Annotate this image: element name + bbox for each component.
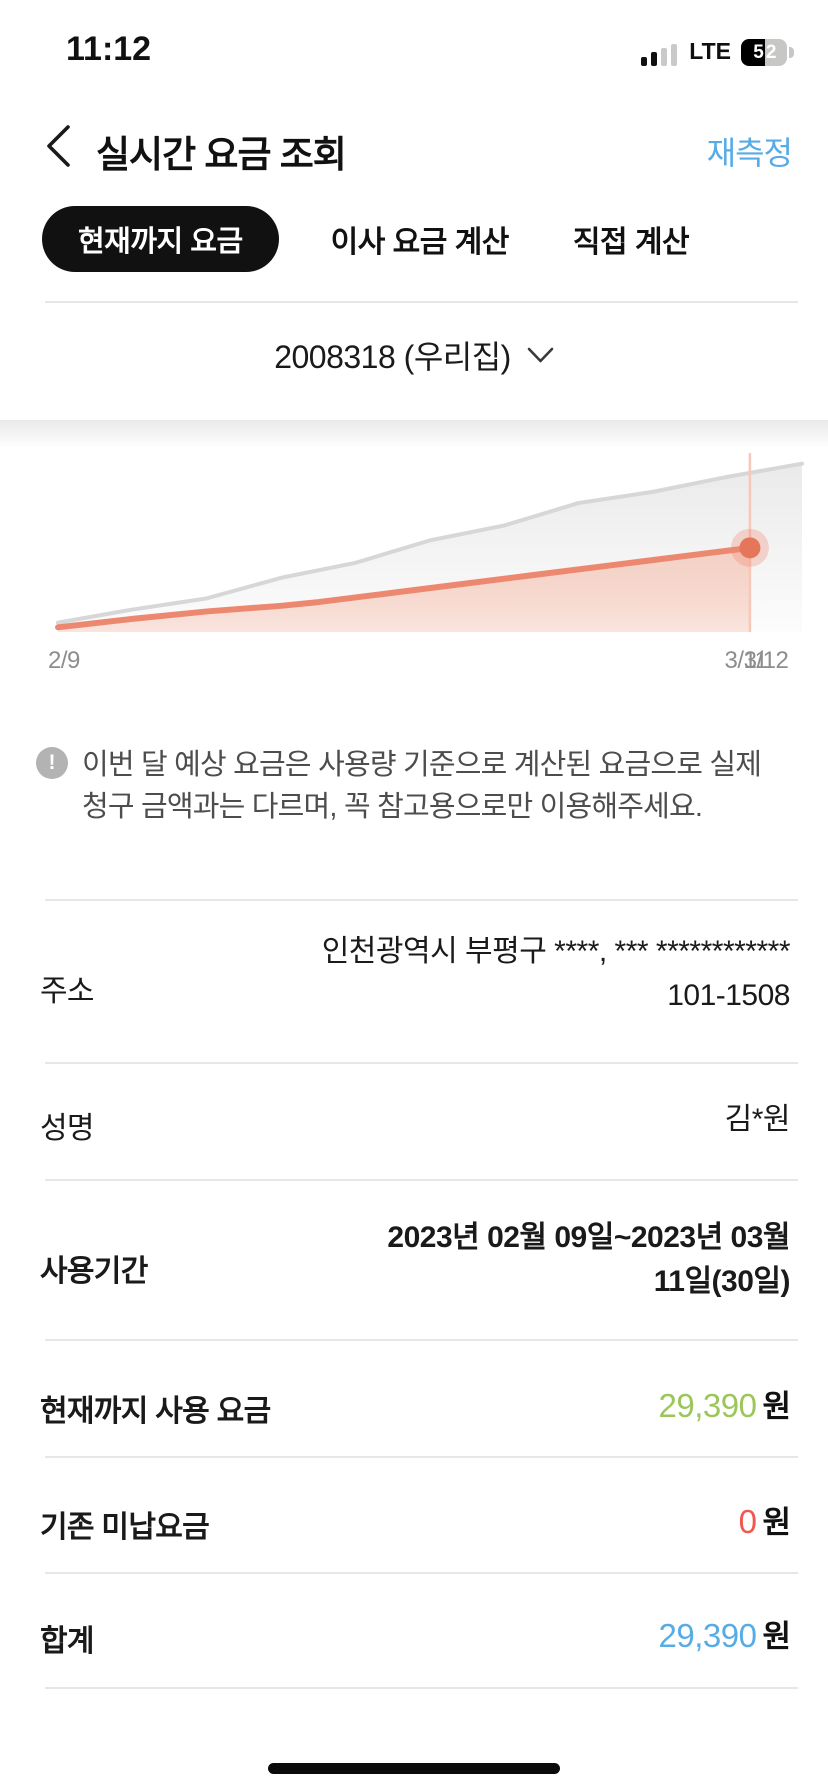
chevron-down-icon [527, 347, 554, 362]
notice-text: 이번 달 예상 요금은 사용량 기준으로 계산된 요금으로 실제 청구 금액과는… [82, 749, 762, 823]
usage-chart-section: 2/9 3/11 3/12 [0, 420, 828, 675]
back-button[interactable] [44, 124, 72, 168]
divider [45, 1687, 798, 1689]
tab-moving-charge-calc[interactable]: 이사 요금 계산 [330, 226, 510, 259]
home-indicator[interactable] [268, 1763, 560, 1774]
x-axis-label-start: 2/9 [48, 647, 80, 674]
meter-selector-value: 2008318 (우리집) [274, 339, 511, 375]
address-value: 인천광역시 부평구 ****, *** ************ 101-150… [321, 935, 791, 1012]
status-right-cluster: LTE 5 2 [641, 38, 794, 66]
tab-bar: 현재까지 요금 이사 요금 계산 직접 계산 [42, 205, 701, 273]
back-chevron-icon [47, 125, 70, 167]
current-usage-amount: 29,390 [658, 1387, 757, 1424]
divider [45, 1179, 798, 1181]
divider [45, 1572, 798, 1574]
divider [45, 1456, 798, 1458]
meter-selector[interactable]: 2008318 (우리집) [0, 332, 828, 378]
exclamation-icon: ! [36, 747, 68, 779]
section-top-shadow [0, 420, 828, 448]
name-label: 성명 [40, 1112, 95, 1145]
address-label: 주소 [40, 975, 95, 1008]
x-axis-label-end-2: 3/12 [743, 647, 789, 674]
total-label: 합계 [40, 1625, 95, 1658]
unpaid-amount: 0 [738, 1503, 757, 1540]
divider [45, 301, 798, 303]
signal-strength-icon [641, 44, 678, 66]
current-usage-charge-label: 현재까지 사용 요금 [40, 1395, 271, 1428]
status-time: 11:12 [66, 30, 152, 68]
divider [45, 1062, 798, 1064]
usage-period-value: 2023년 02월 09일~2023년 03월 11일(30일) [387, 1221, 790, 1298]
x-axis-label-end-1: 3/11 [724, 647, 768, 674]
tab-current-charge[interactable]: 현재까지 요금 [42, 206, 279, 272]
tab-manual-calc[interactable]: 직접 계산 [572, 226, 690, 259]
total-amount: 29,390 [658, 1617, 757, 1654]
usage-period-label: 사용기간 [40, 1255, 148, 1288]
battery-icon: 5 2 [741, 39, 794, 66]
unpaid-charge-label: 기존 미납요금 [40, 1511, 210, 1544]
usage-chart [55, 453, 804, 632]
divider [45, 899, 798, 901]
current-usage-charge-value: 29,390 원 [658, 1387, 791, 1424]
notice: ! 이번 달 예상 요금은 사용량 기준으로 계산된 요금으로 실제 청구 금액… [36, 744, 794, 828]
network-type-label: LTE [689, 38, 731, 64]
remeasure-button[interactable]: 재측정 [706, 135, 793, 171]
name-value: 김*원 [724, 1103, 791, 1136]
battery-percent-left: 5 [741, 39, 765, 66]
total-value: 29,390 원 [658, 1617, 791, 1654]
divider [45, 1339, 798, 1341]
battery-percent-right: 2 [764, 39, 787, 66]
page-title: 실시간 요금 조회 [96, 134, 347, 175]
